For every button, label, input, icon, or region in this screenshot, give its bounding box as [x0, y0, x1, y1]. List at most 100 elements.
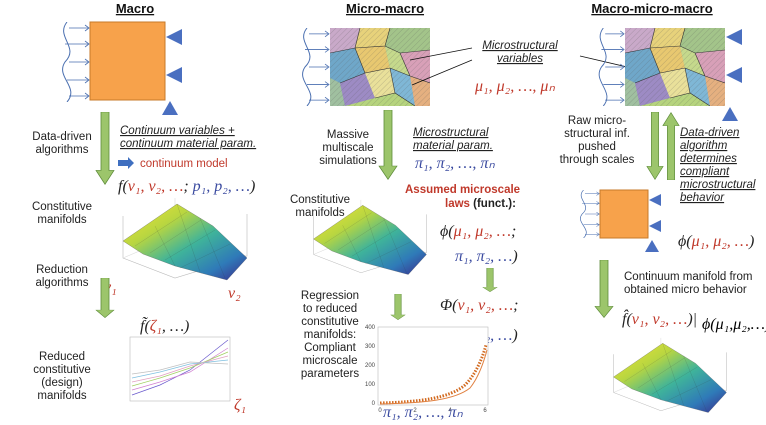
formula: π₁, π₂, …): [455, 248, 518, 265]
text-part: algorithms: [35, 277, 88, 289]
text-part: π₁, π₂, …, πₙ: [415, 155, 495, 172]
text-part: 0: [378, 408, 382, 414]
step-label: Reduced constitutive (design) manifolds: [33, 351, 91, 402]
assumed-label: Assumed microscale: [405, 184, 520, 196]
formula: π₁, π₂, …, πₙ: [383, 404, 463, 421]
microstructure: [625, 28, 725, 106]
green-arrow: [646, 112, 664, 180]
text-part: pushed: [578, 141, 616, 153]
text-part: μ₁, μ₂, …, μₙ: [474, 78, 555, 95]
green-arrow: [662, 112, 680, 180]
step-label: Continuum manifold from obtained micro be…: [624, 271, 752, 296]
text-part: 200: [365, 363, 376, 369]
text-part: Compliant: [304, 342, 357, 354]
text-part: 100: [365, 382, 376, 388]
text-part: (design): [41, 377, 83, 389]
text-part: π₁, π₂, …: [455, 248, 512, 265]
text-part: Reduced: [39, 351, 85, 363]
load-arrows: [302, 28, 330, 106]
text-part: through scales: [560, 154, 635, 166]
text-part: obtained micro behavior: [624, 284, 747, 296]
axis-label: v₂: [228, 285, 241, 302]
supports: [645, 194, 661, 252]
text-part: 0: [372, 401, 376, 407]
text-part: microscale: [303, 355, 358, 367]
param-label: Microstructural material param.: [413, 127, 493, 152]
supports: [722, 29, 742, 121]
formula: f̃(ζ₁, …): [140, 317, 189, 335]
step-label: Massive multiscale simulations: [319, 129, 377, 167]
text-part: Constitutive: [290, 194, 350, 206]
text-part: Regression: [301, 290, 359, 302]
variables-label: Microstructural variables: [482, 40, 558, 65]
text-part: Reduction: [36, 264, 88, 276]
axis-label: ζ₁: [234, 397, 246, 414]
text-part: 4: [448, 408, 452, 414]
text-part: Φ(: [440, 297, 459, 314]
input-label: Continuum variables + continuum material …: [120, 125, 256, 150]
text-part: constitutive: [33, 364, 91, 376]
text-part: f̃(: [140, 317, 151, 335]
text-part: 2: [413, 408, 417, 414]
text-part: manifolds: [295, 207, 344, 219]
load-arrows: [62, 22, 90, 102]
column-title: Macro-micro-macro: [591, 1, 712, 16]
blue-arrow: [118, 157, 134, 169]
surface-plot: [122, 197, 248, 281]
formula: ϕ(μ₁, μ₂, …): [678, 233, 754, 250]
text-part: , …): [162, 318, 190, 335]
text-part: Continuum variables +: [120, 125, 235, 137]
formula: f̂(v₁, v₂, …)|: [622, 309, 697, 328]
surface-plot: [613, 337, 727, 413]
text-part: algorithms: [35, 144, 88, 156]
step-label: Constitutive manifolds: [290, 194, 350, 219]
text-part: algorithm: [680, 140, 728, 152]
text-part: to reduced: [303, 303, 357, 315]
step-label: Regression to reduced constitutive manifold…: [301, 290, 359, 380]
text-part: π₁, π₂, …, πₙ: [383, 404, 463, 421]
load-arrows: [598, 28, 625, 106]
assumed-label: laws (funct.):: [445, 198, 516, 210]
text-part: (funct.):: [470, 198, 516, 210]
text-part: f(: [118, 178, 129, 195]
text-part: v₁, v₂, …: [128, 178, 184, 195]
text-part: Continuum manifold from: [624, 271, 752, 283]
text-part: ;: [511, 223, 516, 240]
text-part: Data-driven: [32, 131, 91, 143]
text-part: manifolds: [37, 390, 86, 402]
text-part: ;: [513, 297, 518, 314]
model-label: continuum model: [140, 158, 228, 170]
text-part: Constitutive: [32, 201, 92, 213]
text-part: Microstructural: [482, 40, 558, 52]
step-label: Data-driven algorithms: [32, 131, 91, 156]
text-part: 6: [483, 408, 487, 414]
text-part: continuum material param.: [120, 138, 256, 150]
step-label: Constitutive manifolds: [32, 201, 92, 226]
supports: [162, 29, 182, 115]
text-part: μ₁, μ₂, …: [691, 233, 749, 250]
text-part: ϕ(: [678, 233, 693, 250]
step-label: Raw micro-structural inf. pushed through s…: [560, 115, 635, 166]
text-part: determines: [680, 153, 737, 165]
text-part: manifolds: [37, 214, 86, 226]
green-arrow: [390, 294, 406, 320]
text-part: ): [511, 248, 517, 265]
text-part: compliant: [680, 166, 730, 178]
green-arrow: [482, 268, 498, 292]
macro-body: [599, 189, 649, 239]
algorithm-label: Data-driven algorithm determines compliant m…: [680, 127, 756, 204]
text-part: behavior: [680, 192, 725, 204]
text-part: 300: [365, 344, 376, 350]
formula: f(v₁, v₂, …; p₁, p₂, …): [118, 178, 255, 195]
green-arrow: [594, 260, 614, 318]
formula-subscript: ϕ(μ₁,μ₂,…): [702, 316, 766, 333]
text-part: v₁, v₂, …: [458, 297, 514, 314]
text-part: f̂(: [622, 309, 633, 328]
text-part: Data-driven: [680, 127, 739, 139]
line-plot: [129, 336, 231, 402]
load-arrows: [580, 190, 600, 238]
text-part: structural inf.: [564, 128, 630, 140]
text-part: ): [249, 178, 255, 195]
text-part: microstructural: [680, 179, 756, 191]
